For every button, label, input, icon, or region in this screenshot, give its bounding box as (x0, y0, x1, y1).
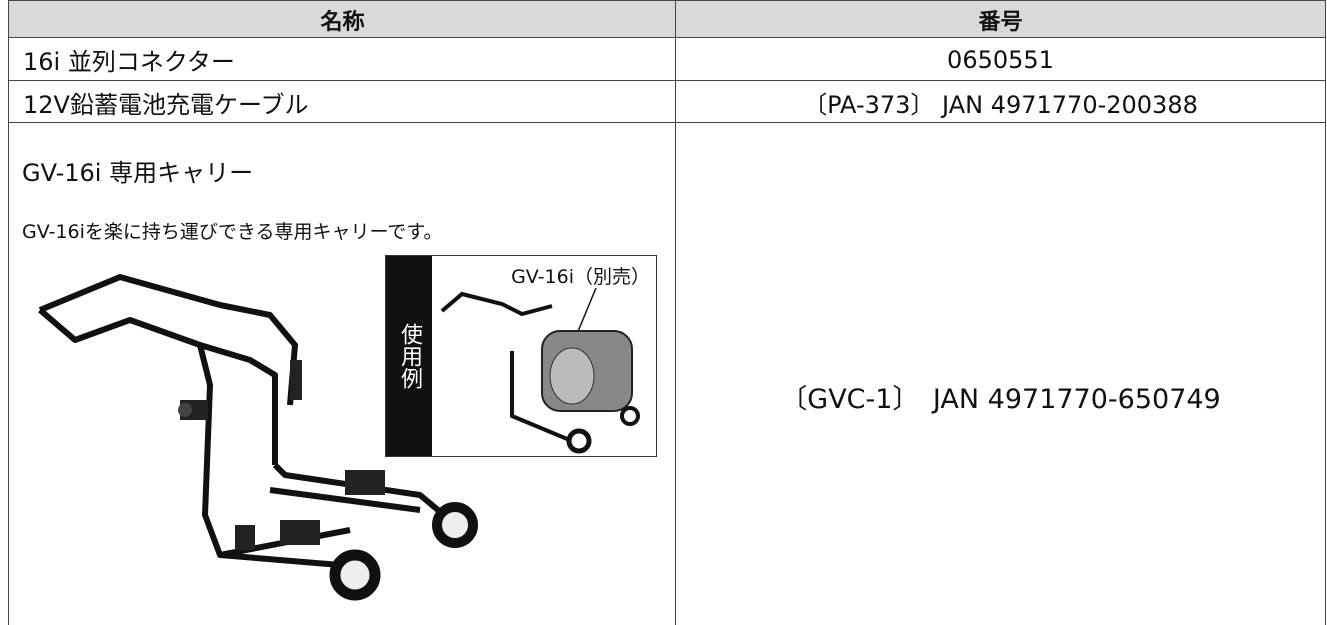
row-cell: 0650551 (675, 37, 1326, 81)
item-number: 〔PA-373〕 JAN 4971770-200388 (803, 90, 1198, 119)
description: GV-16iを楽に持ち運びできる専用キャリーです。 (22, 221, 443, 243)
inset-illustration (440, 287, 640, 454)
inset-label: 使用例 (386, 256, 432, 456)
row-cell: 〔GVC-1〕 JAN 4971770-650749 (675, 122, 1326, 625)
item-name: 16i 並列コネクター (23, 48, 235, 76)
item-number: 〔GVC-1〕 JAN 4971770-650749 (780, 384, 1221, 415)
callout: GV-16i（別売） (511, 266, 650, 288)
row-cell: 〔PA-373〕 JAN 4971770-200388 (675, 80, 1326, 123)
item-name: 12V鉛蓄電池充電ケーブル (23, 90, 309, 119)
header-number: 番号 (978, 9, 1023, 35)
header-cell: 番号 (675, 0, 1326, 38)
inset-box: 使用例 GV-16i（別売） (385, 255, 657, 457)
carrier-illustration (38, 274, 478, 601)
row-cell: 16i 並列コネクター (8, 37, 676, 81)
item-name: GV-16i 専用キャリー (22, 159, 254, 187)
row-cell: 12V鉛蓄電池充電ケーブル (8, 80, 676, 123)
header-name: 名称 (320, 9, 365, 35)
header-cell: 名称 (8, 0, 676, 38)
row-cell (8, 122, 676, 625)
item-number: 0650551 (947, 45, 1054, 74)
